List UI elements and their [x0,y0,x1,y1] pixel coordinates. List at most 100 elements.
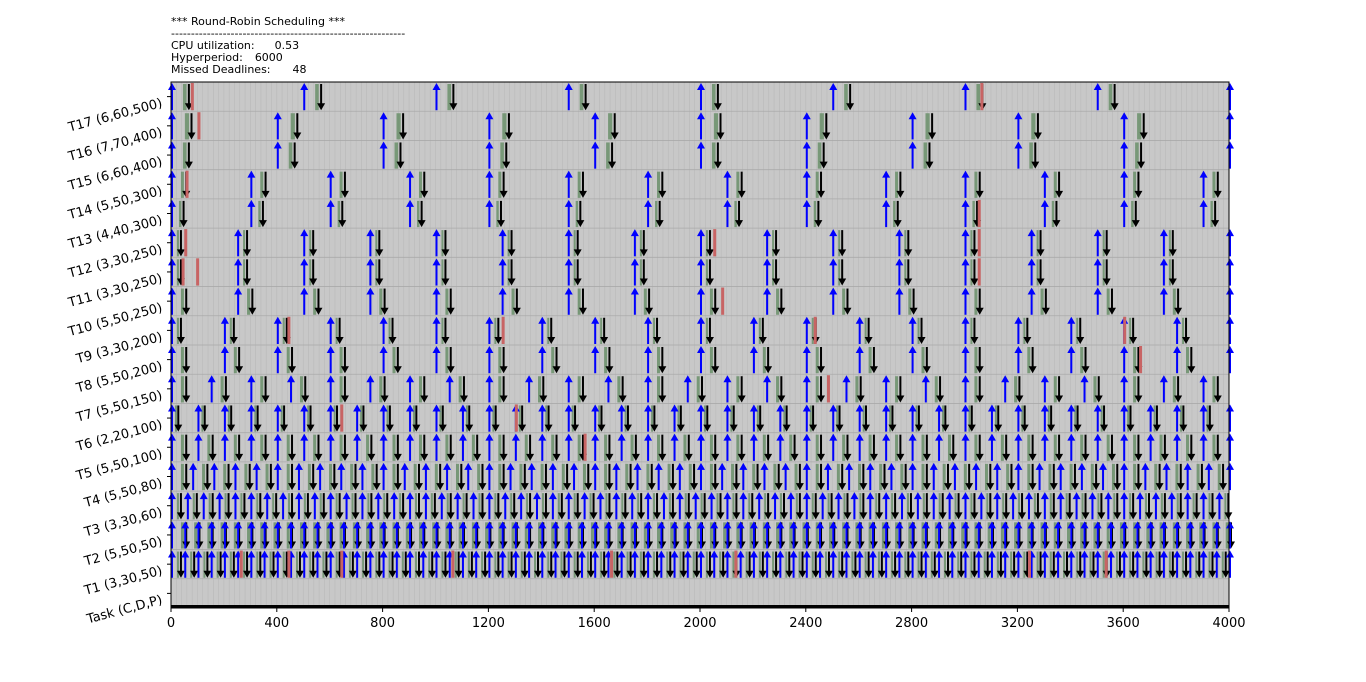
deadline-arrow-head [970,249,979,257]
execution-bar [794,463,798,491]
execution-bar [1093,522,1097,549]
release-arrow-head [273,521,282,529]
deadline-arrow-head [1182,570,1191,578]
deadline-arrow-head [526,453,535,461]
deadline-arrow-head [507,278,516,286]
execution-bar [1066,522,1070,549]
execution-bar [589,493,592,520]
execution-bar [1065,493,1068,520]
execution-bar [1133,376,1137,403]
execution-bar [942,463,946,491]
execution-bar [1224,493,1227,520]
execution-bar [541,493,544,520]
execution-bar [917,551,920,578]
release-arrow-head [763,229,772,237]
release-arrow-head [802,141,811,149]
release-arrow-head [697,287,705,295]
execution-bar [891,551,894,578]
execution-bar [639,551,642,578]
execution-bar [692,551,695,578]
execution-bar [703,405,706,432]
deadline-arrow-head [557,512,566,520]
execution-bar [303,493,306,520]
deadline-arrow-head [438,424,447,432]
deadline-arrow-head [817,190,826,198]
release-arrow-head [961,521,970,529]
release-arrow-head [776,433,785,441]
release-arrow-head [972,462,981,470]
execution-bar [604,522,608,549]
deadline-arrow-head [182,307,191,315]
deadline-arrow-head [1036,278,1045,286]
execution-bar [776,376,780,403]
deadline-arrow-head [563,483,572,491]
execution-bar [220,376,224,403]
deadline-arrow-head [653,570,662,578]
release-arrow-head [1120,404,1129,412]
deadline-arrow-head [499,395,508,403]
execution-bar [1113,493,1116,520]
release-arrow-head [437,492,446,500]
execution-bar [1160,493,1163,520]
release-arrow-head [612,492,621,500]
execution-bar [1186,347,1190,374]
deadline-arrow-head [571,424,580,432]
release-arrow-head [168,433,176,441]
release-arrow-head [710,521,719,529]
deadline-arrow-head [1113,512,1122,520]
execution-bar [498,171,502,198]
deadline-arrow-head [1073,424,1082,432]
deadline-arrow-head [684,453,693,461]
release-arrow-head [313,550,322,558]
release-arrow-head [366,229,375,237]
execution-bar [1142,551,1145,578]
execution-bar [243,230,246,257]
release-arrow-head [935,433,944,441]
release-arrow-head [300,83,309,90]
release-arrow-head [749,433,758,441]
execution-bar [815,522,819,549]
release-arrow-head [168,492,176,500]
release-arrow-head [1040,170,1049,178]
deadline-arrow-head [1036,570,1045,578]
release-arrow-head [458,404,467,412]
missed-deadline-mark [184,229,188,257]
execution-bar [653,551,656,578]
task-row-t16 [168,112,1234,140]
release-arrow-head [1080,521,1089,529]
release-arrow-head [1067,316,1076,324]
release-arrow-head [697,346,705,353]
deadline-arrow-head [658,453,667,461]
execution-bar [1006,463,1010,491]
release-arrow-head [1199,550,1208,558]
release-arrow-head [961,258,970,266]
release-arrow-head [749,550,758,558]
release-arrow-head [683,375,692,383]
execution-bar [202,463,206,491]
deadline-arrow-head [975,307,984,315]
execution-bar [600,551,603,578]
deadline-arrow-head [658,366,667,374]
execution-bar [462,493,465,520]
release-arrow-head [1040,550,1049,558]
release-arrow-head [829,433,838,441]
release-arrow-head [1054,550,1063,558]
execution-bar [970,317,973,344]
execution-bar [577,376,581,403]
schedule-marks [168,83,1235,608]
deadline-arrow-head [441,570,450,578]
release-arrow-head [935,404,944,412]
execution-bar [923,142,928,169]
deadline-arrow-head [1139,132,1148,140]
deadline-arrow-head [499,366,508,374]
execution-bar [1027,463,1031,491]
execution-bar [295,551,298,578]
deadline-arrow-head [367,453,376,461]
deadline-arrow-head [1115,570,1124,578]
release-arrow-head [591,550,600,558]
deadline-arrow-head [420,395,429,403]
execution-bar [243,259,246,286]
execution-bar [783,405,786,432]
x-tick-label: 400 [264,616,289,631]
execution-bar [1053,171,1057,198]
